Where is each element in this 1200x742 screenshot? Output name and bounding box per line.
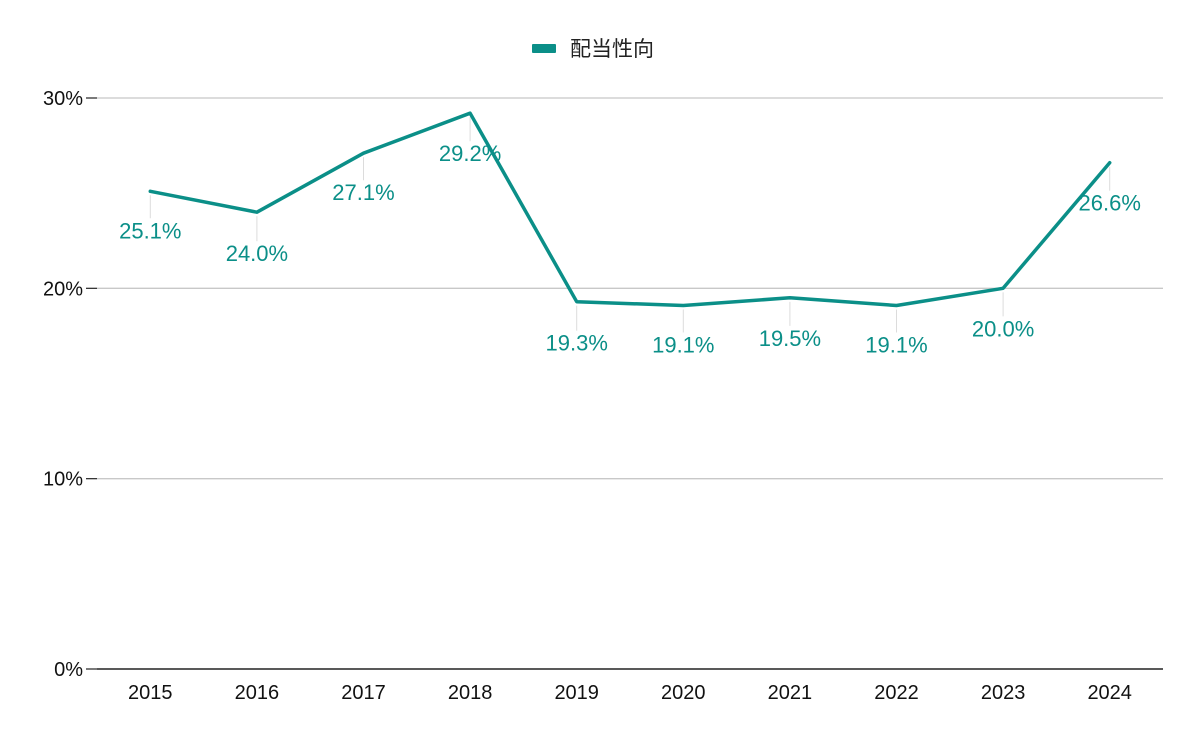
x-tick-label: 2024 [1087, 682, 1132, 704]
x-tick-label: 2015 [128, 682, 173, 704]
legend: 配当性向 [532, 37, 654, 61]
legend-label: 配当性向 [570, 37, 654, 61]
data-label: 19.3% [546, 331, 608, 356]
x-tick-label: 2016 [235, 682, 280, 704]
x-tick-label: 2023 [981, 682, 1026, 704]
data-label: 27.1% [332, 180, 394, 205]
x-tick-label: 2020 [661, 682, 706, 704]
label-connectors [149, 117, 1111, 333]
data-labels: 25.1% 24.0% 27.1% 29.2% 19.3% 19.1% 19.5% 19.1%… [119, 141, 1141, 357]
y-tick-label: 30% [43, 88, 83, 110]
x-tick-label: 2022 [874, 682, 919, 704]
data-label: 19.1% [865, 332, 927, 357]
x-tick-label: 2018 [448, 682, 493, 704]
series-layer [148, 111, 1112, 308]
data-label: 26.6% [1079, 191, 1141, 216]
y-tick-label: 10% [43, 469, 83, 491]
data-label: 19.1% [652, 332, 714, 357]
x-tick-label: 2019 [554, 682, 599, 704]
y-tick-label: 20% [43, 278, 83, 300]
legend-swatch [532, 44, 556, 53]
gridlines [97, 97, 1163, 480]
data-label: 19.5% [759, 326, 821, 351]
x-tick-label: 2017 [341, 682, 386, 704]
data-label: 25.1% [119, 218, 181, 243]
x-tick-label: 2021 [768, 682, 813, 704]
y-tick-label: 0% [54, 659, 83, 681]
data-label: 20.0% [972, 316, 1034, 341]
y-axis: 0% 10% 20% 30% [43, 88, 97, 681]
data-label: 24.0% [226, 241, 288, 266]
x-axis: 2015 2016 2017 2018 2019 2020 2021 2022 2023 2024 [97, 668, 1163, 704]
data-label: 29.2% [439, 141, 501, 166]
series-line [148, 111, 1112, 308]
